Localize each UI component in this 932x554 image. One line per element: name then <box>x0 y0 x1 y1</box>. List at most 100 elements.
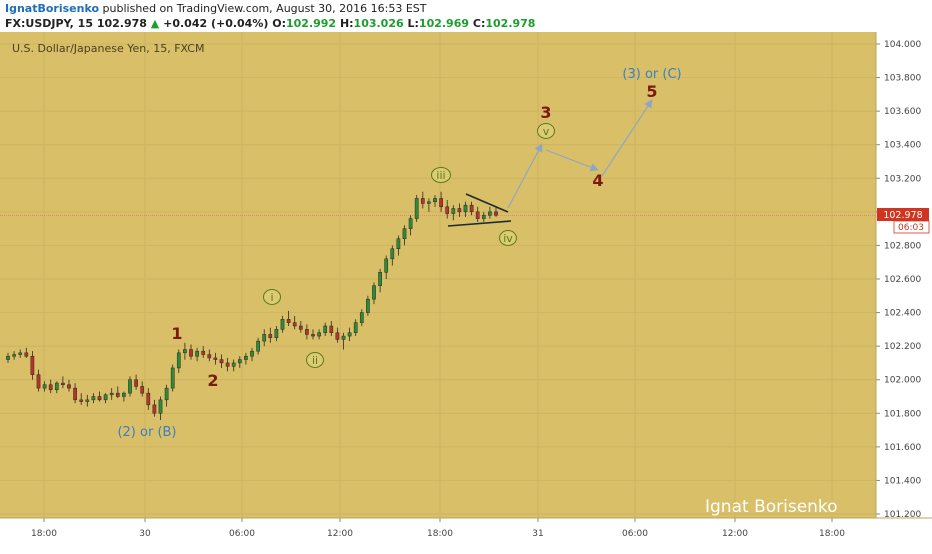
candle <box>347 327 352 342</box>
candle-body <box>353 322 358 333</box>
candle <box>384 255 389 279</box>
candle-body <box>256 340 260 352</box>
candle-body <box>433 198 437 203</box>
candle <box>115 386 120 399</box>
candle <box>36 369 41 392</box>
x-tick-label: 06:00 <box>229 529 255 539</box>
candle <box>30 351 35 380</box>
y-tick-label: 102.800 <box>884 241 921 251</box>
candle-body <box>213 357 218 360</box>
candle-body <box>140 386 145 394</box>
candlestick-series <box>6 191 498 420</box>
candle-body <box>24 352 29 357</box>
author-link[interactable]: IgnatBorisenko <box>5 2 100 15</box>
candle-body <box>79 399 84 402</box>
candle-body <box>170 367 175 389</box>
wave-label: (3) or (C) <box>622 67 681 82</box>
candle <box>225 357 230 372</box>
candle <box>244 352 248 365</box>
candle <box>292 315 297 330</box>
x-tick-label: 30 <box>139 529 151 539</box>
candle <box>250 347 254 362</box>
candle-body <box>420 198 425 204</box>
candle <box>457 203 462 217</box>
wave-label-ring <box>499 230 517 246</box>
price-chart[interactable]: 104.000103.800103.600103.400103.200103.0… <box>0 32 932 550</box>
candle <box>366 295 370 316</box>
candle <box>128 376 132 397</box>
candle <box>213 352 218 365</box>
candle <box>311 329 315 340</box>
candle-body <box>97 396 102 401</box>
y-tick-label: 104.000 <box>884 40 921 50</box>
triangle-lower-trendline <box>447 220 512 227</box>
countdown-tag-text: 06:03 <box>898 223 924 233</box>
candle-body <box>231 362 236 367</box>
candle-body <box>176 352 181 369</box>
candle-body <box>268 334 273 338</box>
candle-body <box>298 325 303 330</box>
wave-label-circle: iv <box>499 230 517 246</box>
candle-body <box>311 334 315 337</box>
candle <box>262 329 267 347</box>
candle <box>317 329 321 340</box>
wave-label: 5 <box>646 82 657 101</box>
candle-body <box>128 379 132 394</box>
candle-body <box>109 392 114 396</box>
candle-body <box>280 319 285 330</box>
candle-body <box>286 319 291 323</box>
candle <box>67 379 71 392</box>
open-label: O: <box>272 17 286 30</box>
candle <box>475 206 480 222</box>
candle <box>390 245 395 266</box>
candle-body <box>85 399 90 402</box>
price-tag-text: 102.978 <box>883 210 922 221</box>
ohlc-line: FX:USDJPY, 15 102.978 ▲ +0.042 (+0.04%) … <box>5 17 535 30</box>
candle-body <box>366 298 370 313</box>
wave-label: 3 <box>540 103 551 122</box>
candle <box>329 320 334 337</box>
candle-body <box>457 208 462 213</box>
y-tick-label: 101.600 <box>884 443 921 453</box>
candle <box>152 399 157 417</box>
candle-body <box>335 332 340 340</box>
x-tick-label: 18:00 <box>819 529 845 539</box>
candle <box>451 205 456 221</box>
wave-label: 2 <box>207 371 218 390</box>
x-tick-label: 12:00 <box>722 529 748 539</box>
candle <box>176 349 181 373</box>
candle <box>402 225 407 246</box>
triangle-upper-trendline <box>465 193 509 213</box>
candle-body <box>250 350 254 357</box>
candle-body <box>408 218 413 229</box>
candle-body <box>67 384 71 389</box>
candle <box>103 393 108 404</box>
candle-body <box>91 396 96 401</box>
candle <box>24 347 29 358</box>
time-axis[interactable]: 18:00 30 06:00 12:00 18:00 31 06:00 12:00 18:00 <box>31 518 845 539</box>
projection-arrow <box>507 143 543 209</box>
candle <box>439 191 443 212</box>
candle <box>109 388 114 400</box>
candle <box>85 394 90 407</box>
wave-label-ring <box>431 167 451 183</box>
candle <box>353 319 358 337</box>
candle <box>298 320 303 333</box>
candle <box>134 374 138 390</box>
candle-body <box>48 384 53 391</box>
candle <box>445 200 450 219</box>
chart-title: U.S. Dollar/Japanese Yen, 15, FXCM <box>12 42 204 55</box>
chart-area[interactable]: 104.000103.800103.600103.400103.200103.0… <box>0 32 932 550</box>
candle <box>48 379 53 394</box>
candle <box>335 327 340 343</box>
open-value: 102.992 <box>285 17 337 30</box>
candle-body <box>18 352 23 355</box>
candle-body <box>61 382 65 386</box>
candle <box>280 315 285 333</box>
candle <box>372 282 376 305</box>
wave-label: 4 <box>592 171 603 190</box>
candle-body <box>317 332 321 337</box>
high-value: 103.026 <box>353 17 404 30</box>
candle-body <box>6 355 10 360</box>
